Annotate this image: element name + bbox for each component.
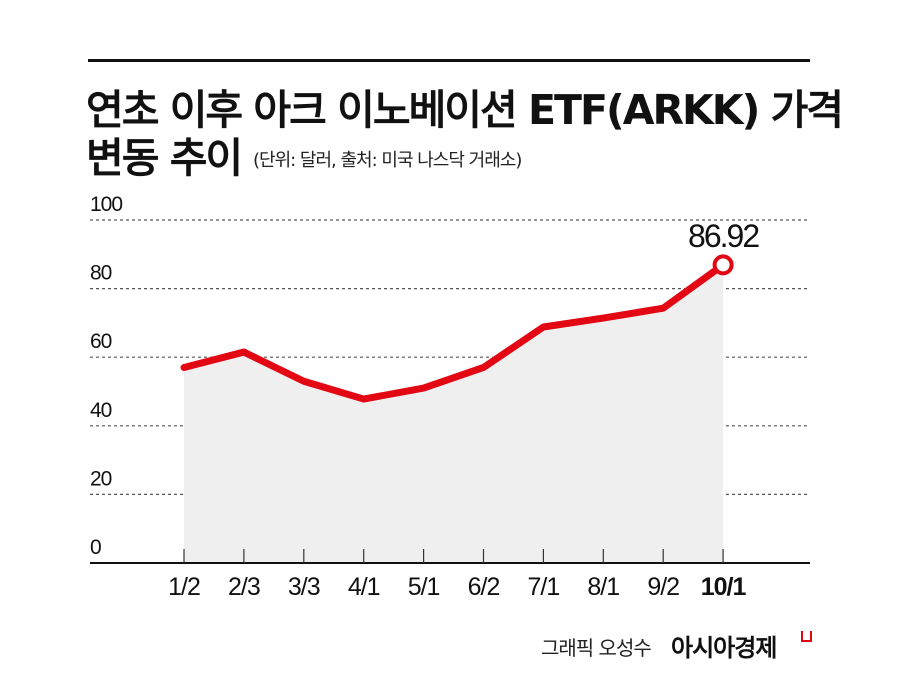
brand-logo: 아시아경제 bbox=[671, 634, 777, 662]
graphic-credit: 그래픽 오성수 bbox=[541, 636, 652, 660]
area-fill bbox=[184, 264, 724, 563]
x-tick-label: 1/2 bbox=[168, 573, 200, 601]
y-axis-ticks: 0 20 40 60 80 100 bbox=[90, 193, 123, 559]
y-tick-label: 0 bbox=[90, 536, 101, 559]
x-tick-label: 3/3 bbox=[288, 573, 320, 601]
y-tick-label: 20 bbox=[90, 467, 112, 490]
x-tick-label: 9/2 bbox=[647, 573, 679, 601]
x-tick-label: 2/3 bbox=[228, 573, 260, 601]
title-rule bbox=[88, 59, 810, 62]
page-title-line1: 연초 이후 아크 이노베이션 ETF(ARKK) 가격 bbox=[86, 86, 844, 134]
x-tick-label: 5/1 bbox=[408, 573, 440, 601]
x-tick-label: 8/1 bbox=[587, 573, 619, 601]
x-tick-label: 4/1 bbox=[348, 573, 380, 601]
x-tick-label: 6/2 bbox=[468, 573, 500, 601]
x-tick-label: 7/1 bbox=[528, 573, 560, 601]
price-line bbox=[180, 261, 727, 403]
brand-mark-icon bbox=[801, 631, 812, 642]
page-title-line2: 변동 추이 bbox=[86, 134, 243, 182]
last-point-marker bbox=[712, 254, 734, 276]
last-value-label: 86.92 bbox=[688, 218, 759, 254]
y-tick-label: 80 bbox=[90, 262, 112, 285]
y-tick-label: 60 bbox=[90, 330, 112, 353]
y-tick-label: 100 bbox=[90, 193, 122, 216]
y-tick-label: 40 bbox=[90, 399, 112, 422]
chart-subtitle: (단위: 달러, 출처: 미국 나스닥 거래소) bbox=[253, 150, 522, 171]
x-axis-ticks: 1/2 2/3 3/3 4/1 5/1 6/2 7/1 8/1 9/2 10/1 bbox=[168, 549, 748, 601]
x-tick-label: 10/1 bbox=[701, 573, 747, 601]
